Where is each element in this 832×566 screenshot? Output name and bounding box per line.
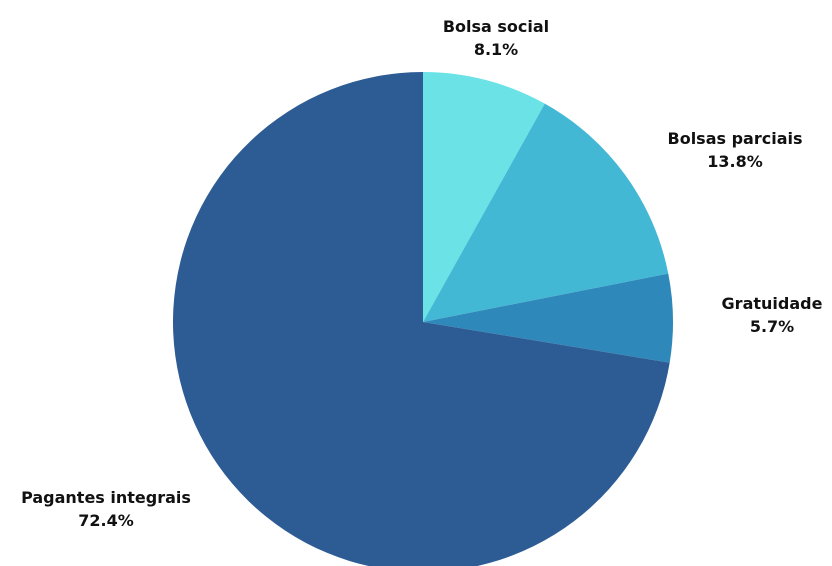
- slice-value-label-0: 8.1%: [474, 40, 518, 59]
- pie-labels: Bolsa social 8.1% Bolsas parciais 13.8% Grat…: [21, 17, 823, 530]
- pie-slice-3: [172, 72, 670, 566]
- pie-slices: [172, 72, 673, 566]
- pie-slice-1: [423, 103, 669, 323]
- slice-label-1: Bolsas parciais: [668, 129, 803, 148]
- slice-label-3: Pagantes integrais: [21, 488, 191, 507]
- slice-label-0: Bolsa social: [443, 17, 549, 36]
- slice-value-label-1: 13.8%: [707, 152, 763, 171]
- slice-label-2: Gratuidade: [722, 294, 823, 313]
- slice-value-label-3: 72.4%: [78, 511, 134, 530]
- slice-value-label-2: 5.7%: [750, 317, 794, 336]
- pie-slice-0: [423, 72, 545, 322]
- pie-slice-2: [423, 273, 673, 363]
